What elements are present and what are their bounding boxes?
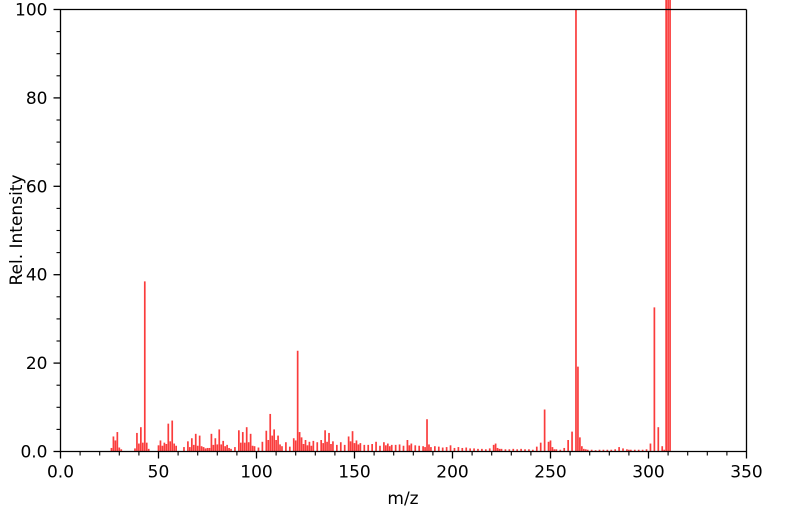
axes-group (59, 8, 748, 453)
y-axis-title: Rel. Intensity (7, 174, 27, 285)
y-axis-tick-label: 80 (26, 89, 48, 109)
y-axis-tick-label: 20 (26, 354, 48, 374)
x-axis-tick-label: 200 (436, 463, 468, 483)
y-axis-tick-label: 100 (15, 1, 47, 21)
x-axis-tick-label: 100 (240, 463, 272, 483)
x-axis-tick-label: 50 (148, 463, 170, 483)
y-axis-tick-label: 40 (26, 266, 48, 286)
x-axis-tick-label: 300 (632, 463, 664, 483)
x-axis-tick-label: 250 (534, 463, 566, 483)
x-axis-title: m/z (387, 489, 418, 509)
axis-ticks-group (53, 8, 748, 459)
axis-ticklabels-group: 0.0 50 100 150 200 250 300 350 0.0 20 40 60 80 100 (15, 1, 763, 483)
x-axis-tick-label: 0.0 (47, 463, 74, 483)
spectrum-peaks-group (110, 0, 671, 452)
x-axis-tick-label: 350 (730, 463, 762, 483)
y-axis-tick-label: 0.0 (20, 443, 47, 463)
y-axis-tick-label: 60 (26, 177, 48, 197)
x-axis-tick-label: 150 (338, 463, 370, 483)
